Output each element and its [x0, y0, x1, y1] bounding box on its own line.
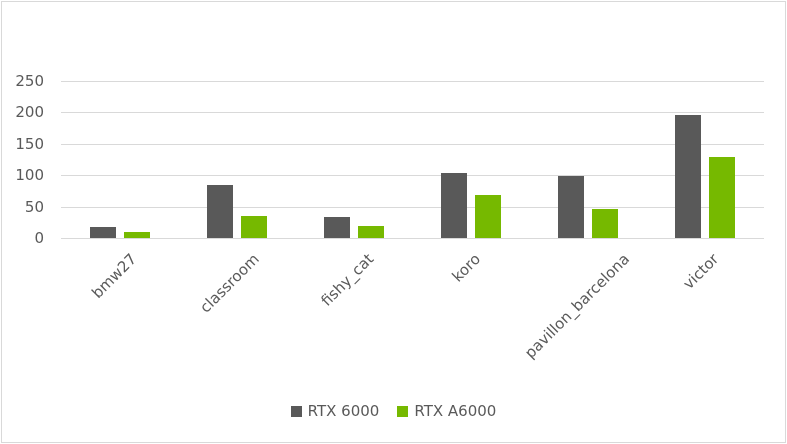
legend: RTX 6000 RTX A6000: [0, 402, 787, 420]
y-tick-label: 50: [24, 197, 44, 216]
bar-rtx-6000-fishy_cat: [323, 217, 350, 238]
bar-rtx-a6000-fishy_cat: [357, 226, 384, 238]
y-tick-label: 100: [15, 166, 44, 185]
bar-rtx-a6000-pavillon_barcelona: [592, 209, 619, 238]
y-tick-label: 200: [15, 103, 44, 122]
gridline: [61, 206, 764, 208]
bar-rtx-6000-victor: [675, 114, 702, 238]
bar-rtx-6000-bmw27: [89, 227, 116, 238]
gridline: [61, 81, 764, 82]
legend-item-rtx-6000: RTX 6000: [290, 402, 380, 420]
y-tick-label: 150: [15, 134, 44, 153]
gridline: [61, 238, 764, 239]
bar-rtx-6000-pavillon_barcelona: [558, 176, 585, 238]
gridline: [61, 175, 764, 177]
legend-swatch-icon: [397, 405, 409, 417]
legend-item-rtx-a6000: RTX A6000: [397, 402, 496, 420]
bar-rtx-a6000-bmw27: [123, 232, 150, 238]
y-tick-label: 250: [15, 72, 44, 90]
gridline: [61, 112, 764, 114]
legend-label: RTX 6000: [307, 402, 380, 420]
bar-rtx-a6000-victor: [709, 157, 736, 238]
bar-rtx-a6000-koro: [475, 195, 502, 238]
legend-label: RTX A6000: [414, 402, 497, 420]
legend-swatch-icon: [290, 405, 302, 417]
y-tick-label: 0: [34, 229, 44, 247]
plot-area: [61, 81, 764, 239]
bar-rtx-6000-koro: [441, 173, 468, 238]
gridline: [61, 143, 764, 145]
bar-rtx-a6000-classroom: [240, 216, 267, 238]
bar-rtx-6000-classroom: [206, 185, 233, 238]
